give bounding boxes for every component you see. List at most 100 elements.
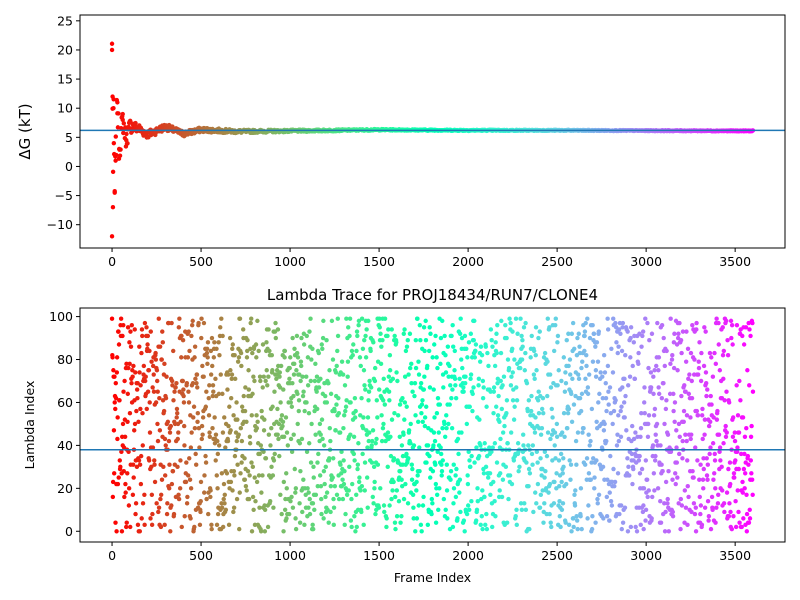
lambda-point <box>468 372 474 377</box>
lambda-point <box>287 365 292 371</box>
lambda-point <box>272 451 277 457</box>
lambda-point <box>500 430 506 435</box>
lambda-point <box>398 520 403 525</box>
lambda-point <box>724 389 729 394</box>
lambda-point <box>307 511 313 517</box>
lambda-point <box>234 496 240 502</box>
lambda-point <box>643 458 649 463</box>
lambda-point <box>342 383 348 388</box>
lambda-point <box>595 359 601 364</box>
lambda-point <box>655 486 661 491</box>
lambda-point <box>637 471 643 476</box>
lambda-point <box>513 316 519 321</box>
lambda-point <box>360 426 366 431</box>
lambda-point <box>246 496 252 502</box>
lambda-point <box>471 338 476 343</box>
lambda-point <box>149 492 155 497</box>
lambda-point <box>575 335 580 341</box>
lambda-point <box>700 436 705 442</box>
lambda-point <box>137 462 143 467</box>
lambda-point <box>573 438 579 444</box>
lambda-point <box>622 415 627 420</box>
lambda-point <box>547 511 552 517</box>
delta-g-point <box>112 189 117 194</box>
lambda-point <box>734 383 739 388</box>
lambda-point <box>291 372 297 377</box>
lambda-point <box>163 395 169 401</box>
lambda-point <box>678 526 683 532</box>
lambda-point <box>656 385 661 390</box>
lambda-point <box>273 320 278 326</box>
lambda-point <box>262 417 267 422</box>
lambda-point <box>678 338 684 343</box>
lambda-point <box>189 322 195 328</box>
lambda-point <box>589 526 595 532</box>
lambda-point <box>450 524 456 530</box>
lambda-point <box>449 333 454 339</box>
lambda-point <box>710 441 716 446</box>
lambda-point <box>486 475 491 480</box>
lambda-point <box>482 441 487 446</box>
lambda-point <box>336 496 342 502</box>
lambda-point <box>402 400 408 405</box>
lambda-point <box>601 353 607 358</box>
lambda-point <box>697 340 702 345</box>
lambda-point <box>523 320 528 326</box>
lambda-point <box>595 501 600 506</box>
lambda-point <box>230 346 235 351</box>
lambda-point <box>438 361 443 367</box>
lambda-point <box>704 393 709 399</box>
lambda-point <box>299 335 304 341</box>
lambda-point <box>565 410 571 416</box>
lambda-point <box>167 430 173 435</box>
delta-g-point <box>113 134 118 139</box>
lambda-point <box>114 370 120 375</box>
lambda-point <box>199 423 205 429</box>
lambda-point <box>709 494 715 500</box>
lambda-point <box>276 436 281 442</box>
lambda-point <box>157 344 163 349</box>
lambda-point <box>671 391 676 397</box>
lambda-point <box>118 464 123 470</box>
lambda-point <box>637 453 642 459</box>
lambda-point <box>189 430 194 435</box>
lambda-point <box>726 400 732 405</box>
lambda-point <box>491 385 497 390</box>
lambda-point <box>735 445 740 450</box>
lambda-point <box>737 520 742 525</box>
lambda-point <box>713 486 718 491</box>
lambda-point <box>354 492 359 497</box>
lambda-point <box>274 376 279 382</box>
lambda-point <box>349 496 354 502</box>
lambda-point <box>349 524 354 530</box>
lambda-point <box>677 320 682 326</box>
lambda-point <box>176 496 182 502</box>
lambda-point <box>407 365 413 371</box>
lambda-point <box>507 316 512 321</box>
lambda-point <box>413 365 419 371</box>
lambda-point <box>204 496 209 502</box>
lambda-point <box>201 320 207 326</box>
lambda-point <box>193 451 198 457</box>
lambda-point <box>361 368 367 373</box>
lambda-point <box>405 338 410 343</box>
lambda-point <box>336 395 341 401</box>
lambda-point <box>162 436 168 442</box>
lambda-point <box>679 350 684 356</box>
lambda-point <box>627 473 632 478</box>
lambda-point <box>290 380 295 386</box>
lambda-point <box>548 436 553 442</box>
lambda-point <box>208 488 213 493</box>
delta-g-points <box>109 41 756 239</box>
lambda-point <box>668 316 673 321</box>
lambda-point <box>613 398 618 403</box>
lambda-point <box>313 432 318 437</box>
lambda-point <box>570 376 575 382</box>
lambda-point <box>261 449 266 455</box>
lambda-point <box>572 492 577 497</box>
lambda-point <box>134 387 140 392</box>
lambda-point <box>717 449 722 455</box>
lambda-point <box>341 458 346 463</box>
lambda-point <box>297 441 303 446</box>
lambda-point <box>146 458 152 463</box>
